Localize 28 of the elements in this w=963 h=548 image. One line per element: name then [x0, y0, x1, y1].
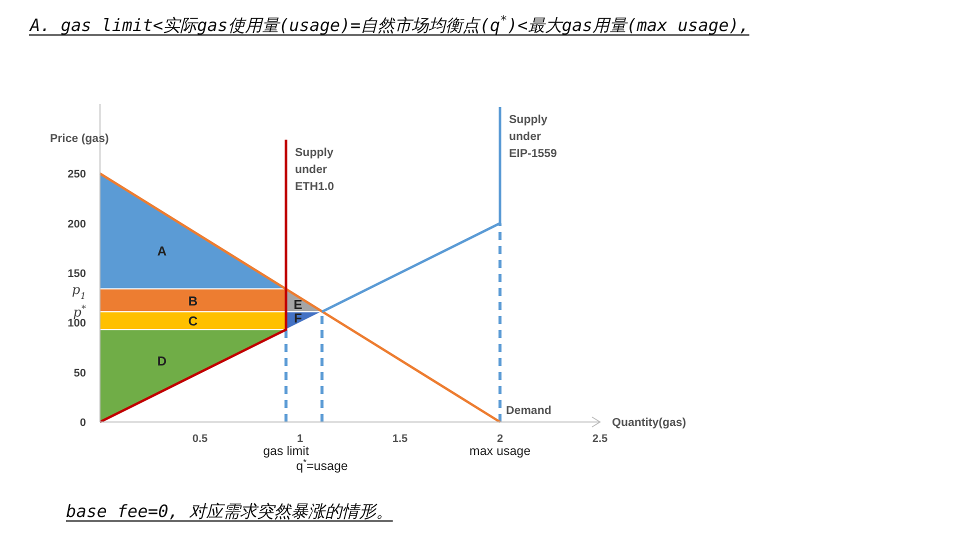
y-axis-title: Price (gas) [50, 133, 109, 145]
y-tick-label: 250 [68, 168, 86, 181]
annotation: max usage [469, 444, 531, 458]
series-label: A [157, 243, 168, 258]
annotation: p$_{1}$ [72, 282, 86, 302]
x-tick-label: 2.5 [592, 433, 608, 445]
series-label: Demand [506, 405, 552, 417]
series-label: Supply under EIP-1559 [509, 114, 557, 160]
annotation: q$^{*}$=usage [296, 457, 348, 473]
y-tick-label: 0 [80, 417, 86, 429]
x-axis-title: Quantity(gas) [612, 417, 686, 429]
series-label: C [188, 314, 198, 329]
text: base fee=0, 对应需求突然暴涨的情形。 [66, 502, 393, 522]
series-label: F [294, 310, 302, 326]
series-label: Supply under ETH1.0 [295, 146, 334, 193]
x-tick-label: 1.5 [392, 433, 408, 445]
chart-title: A. gas limit<实际gas使用量(usage)=自然市场均衡点(q$^{*}$)<最大gas用量(max usage), [29, 13, 750, 36]
series-label: D [157, 353, 167, 368]
series-label: B [188, 293, 198, 308]
y-tick-label: 150 [68, 268, 86, 280]
y-tick-label: 100 [68, 318, 86, 330]
y-tick-label: 50 [74, 367, 86, 380]
x-tick-label: 1 [296, 433, 304, 445]
annotation: gas limit [263, 444, 310, 458]
x-tick-label: 2 [496, 433, 504, 445]
x-tick-label: 0.5 [192, 433, 208, 445]
y-tick-label: 200 [68, 218, 86, 230]
series-label: E [294, 297, 303, 312]
